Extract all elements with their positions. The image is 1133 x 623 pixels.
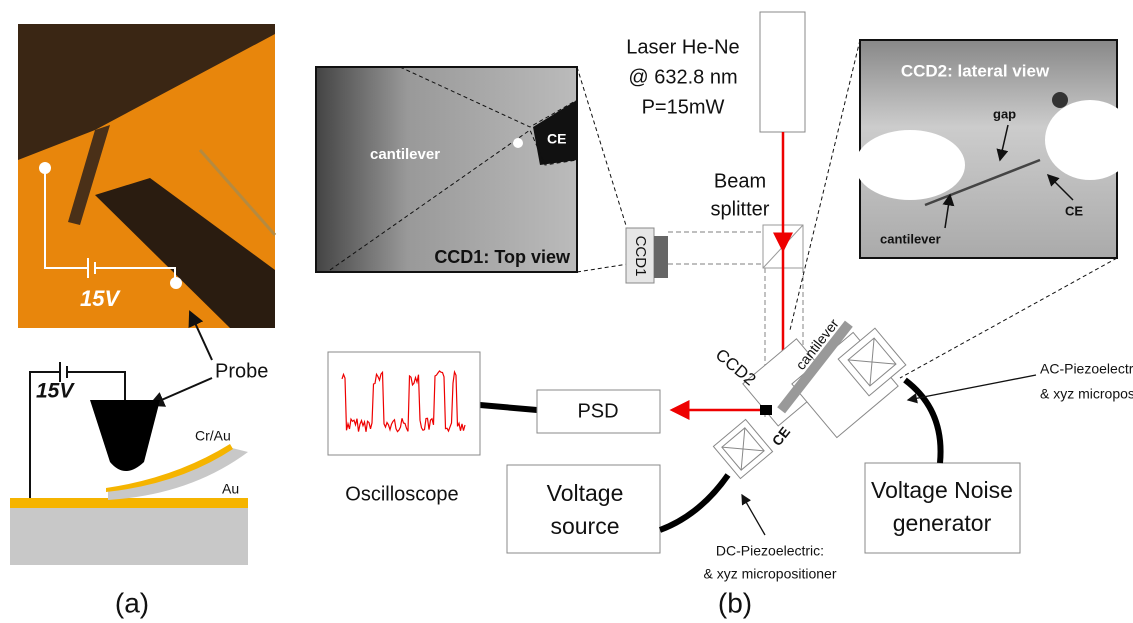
dc-piezo-label: DC-Piezoelectric: — [716, 543, 824, 559]
noise-generator-label: Voltage Noise — [871, 477, 1013, 503]
electrode-label: CE — [1065, 203, 1083, 218]
cable — [480, 405, 537, 410]
noise-generator-label: generator — [893, 510, 992, 536]
oscilloscope-label: Oscilloscope — [345, 483, 458, 505]
arrow — [908, 375, 1036, 400]
cantilever-label: cantilever — [880, 231, 941, 246]
photo-voltage: 15V — [80, 286, 121, 311]
figure: 15V Probe 15V Cr/Au Au (a) cantilever CE… — [0, 0, 1133, 623]
ac-piezo-label: AC-Piezoelectric — [1040, 361, 1133, 377]
psd-label: PSD — [577, 400, 618, 422]
schematic: 15V Cr/Au Au — [10, 362, 248, 565]
image-title: CCD1: Top view — [434, 247, 571, 267]
voltage-source-label: source — [550, 513, 619, 539]
caption-a: (a) — [115, 587, 149, 618]
splitter-label: Beam — [714, 170, 766, 192]
dc-piezo-label: & xyz micropositioner — [703, 566, 836, 582]
ccd1-label: CCD1 — [632, 236, 649, 277]
cantilever-label: cantilever — [370, 146, 440, 163]
leader — [577, 264, 628, 272]
coating-label: Cr/Au — [195, 428, 231, 444]
laser-label: @ 632.8 nm — [628, 66, 737, 88]
ac-piezo-label: & xyz micropositioner — [1040, 386, 1133, 402]
ccd2-image: CCD2: lateral view gap cantilever CE — [855, 40, 1133, 258]
splitter-label: splitter — [711, 198, 770, 220]
electrode-label: CE — [769, 424, 794, 449]
electrode-label: Au — [222, 481, 239, 497]
ccd1-image: cantilever CE CCD1: Top view — [316, 67, 577, 272]
ccd2-label: CCD2 — [712, 345, 760, 389]
voltage-source-box — [507, 465, 660, 553]
voltage-source-label: Voltage — [547, 480, 624, 506]
laser-label: P=15mW — [642, 96, 725, 118]
image-title: CCD2: lateral view — [901, 61, 1050, 80]
cable — [905, 380, 941, 463]
ccd1-lens — [654, 236, 668, 278]
caption-b: (b) — [718, 587, 752, 618]
leader — [577, 67, 628, 232]
laser-label: Laser He-Ne — [626, 36, 739, 58]
probe-label: Probe — [215, 360, 268, 382]
laser-box — [760, 12, 805, 132]
probe-photo: 15V — [18, 24, 275, 328]
electrode-label: CE — [547, 131, 566, 147]
cable — [660, 475, 728, 530]
gap-label: gap — [993, 106, 1016, 121]
schematic-voltage: 15V — [36, 380, 75, 403]
arrow — [742, 495, 765, 535]
